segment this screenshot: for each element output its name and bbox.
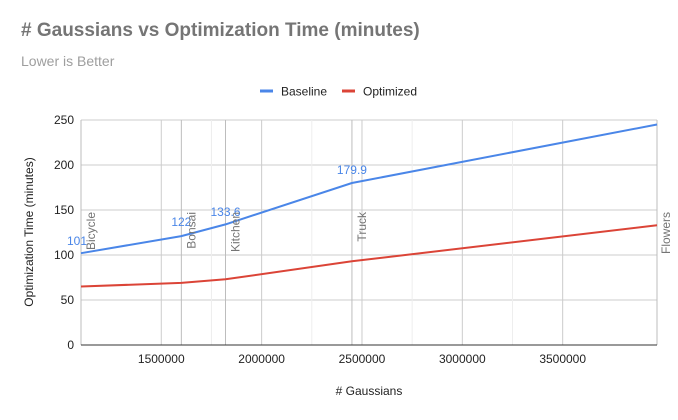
x-tick-label: 2000000 xyxy=(238,352,285,366)
x-tick-label: 2500000 xyxy=(339,352,386,366)
data-label: 179.9 xyxy=(337,163,367,177)
annotation-labels: Bicycle Bonsai Kitchen Truck Flowers xyxy=(84,211,673,254)
x-tick-label: 3500000 xyxy=(539,352,586,366)
annotation-label: Bicycle xyxy=(84,212,98,250)
annotation-label: Flowers xyxy=(659,212,673,254)
legend: Baseline Optimized xyxy=(260,85,417,99)
legend-label-baseline: Baseline xyxy=(281,85,327,99)
y-tick-label: 250 xyxy=(54,113,74,127)
x-axis-title: # Gaussians xyxy=(336,384,403,398)
legend-label-optimized: Optimized xyxy=(363,85,417,99)
data-label: 133.6 xyxy=(210,205,240,219)
data-label: 122 xyxy=(171,215,191,229)
x-tick-label: 1500000 xyxy=(138,352,185,366)
y-tick-label: 0 xyxy=(67,338,74,352)
data-labels: 101 122 133.6 179.9 xyxy=(67,163,367,248)
annotation-label: Truck xyxy=(355,211,369,242)
y-tick-label: 50 xyxy=(61,293,75,307)
y-tick-label: 100 xyxy=(54,248,74,262)
annotation-label: Bonsai xyxy=(184,212,198,249)
annotation-lines xyxy=(80,120,658,345)
y-tick-label: 200 xyxy=(54,158,74,172)
chart-subtitle: Lower is Better xyxy=(21,53,115,69)
y-tick-label: 150 xyxy=(54,203,74,217)
annotation-label: Kitchen xyxy=(229,212,243,252)
data-label: 101 xyxy=(67,234,87,248)
series-line-baseline xyxy=(80,123,658,255)
y-axis-title: Optimization Time (minutes) xyxy=(22,157,36,306)
series-lines xyxy=(80,123,658,288)
x-tick-label: 3000000 xyxy=(439,352,486,366)
chart-title: # Gaussians vs Optimization Time (minute… xyxy=(21,20,420,41)
series-line-optimized xyxy=(80,224,658,288)
grid xyxy=(81,119,657,345)
axes: 0 50 100 150 200 250 1500000 2000000 2500000 3000… xyxy=(54,113,657,366)
